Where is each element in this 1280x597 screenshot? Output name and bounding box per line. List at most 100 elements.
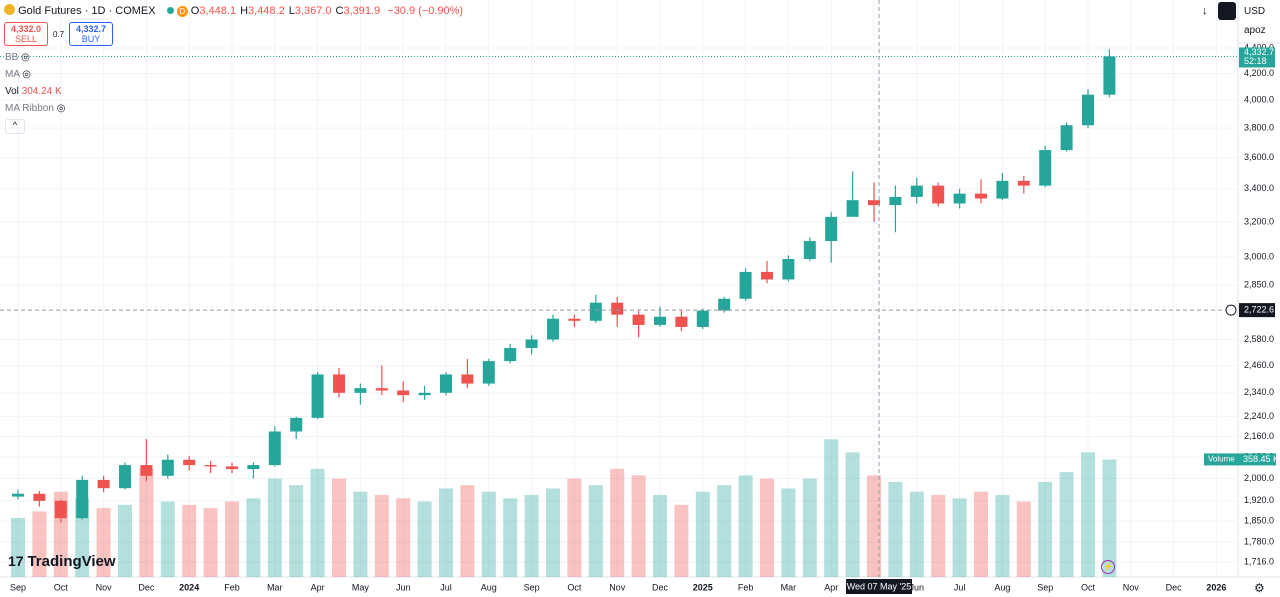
- candle-body: [183, 459, 196, 466]
- x-tick-label: Mar: [267, 582, 283, 592]
- candle-body: [675, 316, 688, 327]
- symbol-icon: [4, 4, 15, 15]
- candle-body: [632, 314, 645, 325]
- y-tick-label: 2,000.0: [1244, 473, 1274, 483]
- candle-body: [739, 271, 752, 299]
- volume-bar: [1081, 452, 1095, 577]
- candle-body: [97, 479, 110, 489]
- volume-bar: [353, 491, 368, 577]
- volume-tag-name: Volume: [1208, 455, 1235, 464]
- sell-button[interactable]: 4,332.0 SELL: [4, 22, 48, 46]
- candle-body: [761, 271, 773, 280]
- y-tick-label: 2,240.0: [1244, 411, 1274, 421]
- volume-bar: [460, 485, 475, 577]
- indicator-value: 304.24 K: [21, 86, 62, 97]
- x-tick-label: Feb: [224, 582, 240, 592]
- indicator-name: BB: [5, 52, 19, 63]
- y-tick-label: 2,850.0: [1244, 280, 1274, 290]
- candle-body: [311, 374, 324, 418]
- sell-label: SELL: [14, 34, 38, 44]
- logo-text: TradingView: [27, 553, 116, 570]
- x-tick-label: Oct: [1081, 582, 1096, 592]
- logo: 17 TradingView: [8, 553, 116, 570]
- y-tick-label: 1,780.0: [1244, 537, 1274, 547]
- volume-bar: [909, 491, 924, 577]
- x-tick-label: Dec: [1166, 582, 1183, 592]
- y-tick-label: 4,000.0: [1244, 94, 1274, 104]
- candle-body: [868, 200, 880, 206]
- volume-bar: [867, 475, 881, 577]
- y-tick-label: 2,340.0: [1244, 387, 1274, 397]
- indicator[interactable]: Vol 304.24 K: [5, 86, 62, 97]
- scale-mode[interactable]: apoz: [1244, 25, 1266, 36]
- volume-bar: [246, 498, 261, 577]
- candle-body: [418, 392, 431, 396]
- currency[interactable]: USD: [1244, 6, 1266, 17]
- alert-icon[interactable]: ⚡: [1101, 560, 1115, 574]
- volume-bar: [653, 495, 667, 577]
- candle-body: [1039, 150, 1052, 186]
- candle-body: [953, 193, 966, 204]
- y-tick-label: 4,200.0: [1244, 68, 1274, 78]
- volume-bar: [738, 475, 753, 577]
- candle-body: [226, 466, 238, 470]
- volume-bar: [118, 504, 132, 577]
- volume-bar: [267, 478, 282, 577]
- candle-body: [375, 388, 388, 391]
- x-tick-label: Nov: [96, 582, 113, 592]
- indicator[interactable]: MA Ribbon ◎: [5, 103, 66, 114]
- volume-bar: [396, 498, 411, 577]
- volume-bar: [588, 485, 603, 577]
- volume-bar: [96, 508, 111, 577]
- volume-bar: [139, 468, 154, 577]
- candle-body: [696, 310, 709, 327]
- x-tick-label: 2024: [179, 582, 199, 592]
- ohlc-legend: O3,448.1 H3,448.2 L3,367.0 C3,391.9: [191, 5, 384, 17]
- header: Gold Futures · 1D · COMEX D O3,448.1 H3,4…: [4, 4, 463, 17]
- candle-body: [910, 185, 923, 197]
- candle-body: [1082, 94, 1094, 126]
- x-tick-label: Sep: [10, 582, 26, 592]
- symbol[interactable]: Gold Futures · 1D · COMEX: [18, 5, 156, 17]
- volume-bar: [695, 491, 710, 577]
- volume-bar: [546, 488, 560, 577]
- y-tick-label: 1,850.0: [1244, 515, 1274, 525]
- x-tick-label: Sep: [1037, 582, 1053, 592]
- candle-body: [247, 465, 260, 470]
- x-tick-label: Nov: [609, 582, 626, 592]
- fullscreen-button[interactable]: [1218, 2, 1236, 20]
- volume-bar: [631, 475, 646, 577]
- buy-button[interactable]: 4,332.7 BUY: [69, 22, 113, 46]
- volume-bar: [1059, 472, 1074, 577]
- candle-body: [204, 465, 217, 467]
- ohlc-value: 3,448.2: [248, 5, 285, 17]
- volume-bar: [952, 498, 967, 577]
- volume-bar: [160, 501, 175, 577]
- x-tick-label: Aug: [481, 582, 497, 592]
- countdown: 52:18: [1244, 56, 1267, 66]
- candle-body: [547, 318, 559, 340]
- indicator[interactable]: MA ◎: [5, 69, 31, 80]
- volume-bar: [610, 468, 625, 577]
- x-tick-label: Oct: [54, 582, 69, 592]
- x-tick-label: Sep: [524, 582, 540, 592]
- ohlc-value: 3,448.1: [199, 5, 237, 17]
- y-tick-label: 3,400.0: [1244, 183, 1274, 193]
- volume-bar: [417, 501, 432, 577]
- indicator[interactable]: BB ◎: [5, 52, 30, 63]
- volume-bar: [310, 468, 325, 577]
- collapse-button[interactable]: ^: [5, 119, 25, 134]
- volume-bar: [225, 501, 239, 577]
- x-tick-label: Jul: [954, 582, 966, 592]
- settings-button[interactable]: ⚙: [1254, 581, 1265, 595]
- candle-body: [996, 180, 1009, 199]
- volume-bar: [760, 478, 774, 577]
- candle-body: [33, 493, 46, 501]
- x-tick-label: Jun: [910, 582, 925, 592]
- ohlc-key: C: [335, 5, 344, 17]
- x-tick-label: 2026: [1206, 582, 1226, 592]
- y-tick-label: 3,200.0: [1244, 216, 1274, 226]
- candle-body: [290, 417, 303, 432]
- download-button[interactable]: ↓: [1202, 5, 1208, 17]
